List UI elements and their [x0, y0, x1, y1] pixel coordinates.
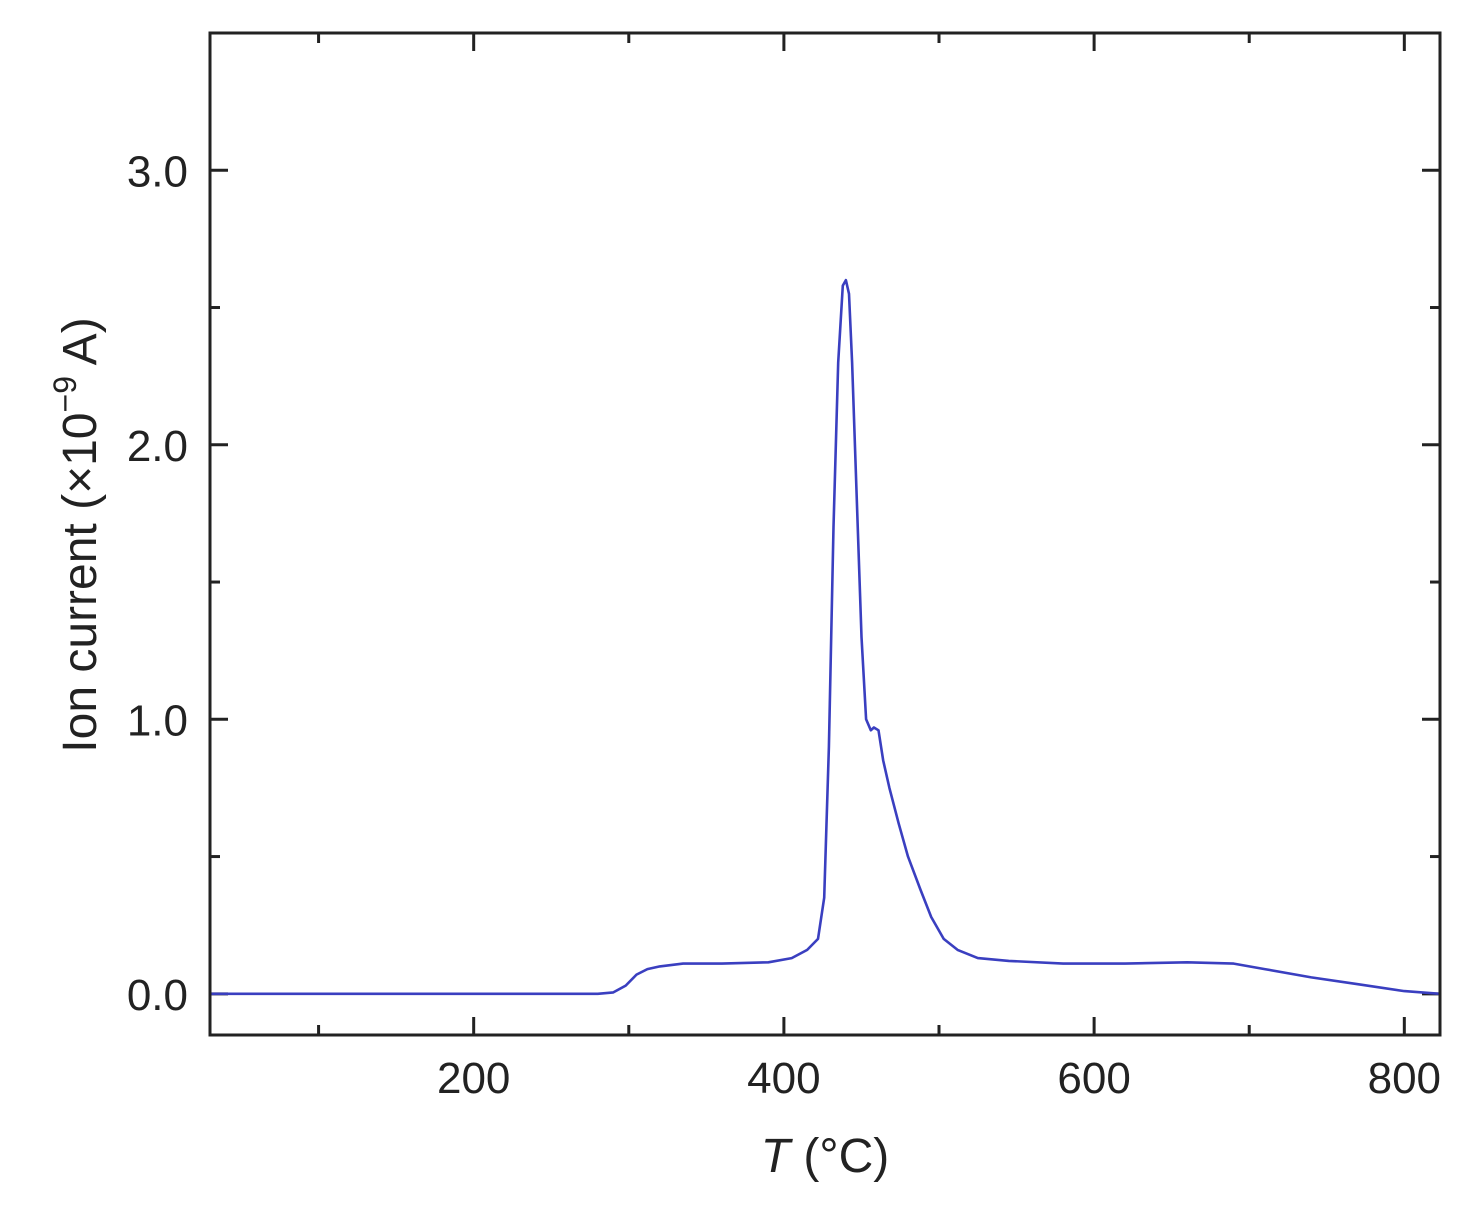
x-tick-label: 600 [1057, 1054, 1130, 1103]
y-tick-label: 3.0 [127, 147, 188, 196]
x-tick-label: 400 [747, 1054, 820, 1103]
y-tick-label: 1.0 [127, 696, 188, 745]
x-axis-label: T (°C) [761, 1130, 890, 1183]
x-tick-label: 200 [437, 1054, 510, 1103]
x-axis-unit: (°C) [790, 1130, 889, 1183]
x-axis-symbol: T [761, 1130, 794, 1183]
x-tick-labels: 200 400 600 800 [437, 1054, 1441, 1103]
y-tick-labels: 0.0 1.0 2.0 3.0 [127, 147, 188, 1020]
y-tick-label: 0.0 [127, 971, 188, 1020]
plot-frame [208, 31, 1442, 1037]
series-line [210, 278, 1441, 996]
y-axis-label: Ion current (×10−9 A) [47, 317, 107, 752]
y-axis-text: Ion current (×10 [54, 412, 107, 752]
x-tick-label: 800 [1368, 1054, 1441, 1103]
y-axis-exponent: −9 [47, 376, 83, 412]
y-tick-label: 2.0 [127, 422, 188, 471]
y-axis-unit: A) [54, 317, 107, 376]
